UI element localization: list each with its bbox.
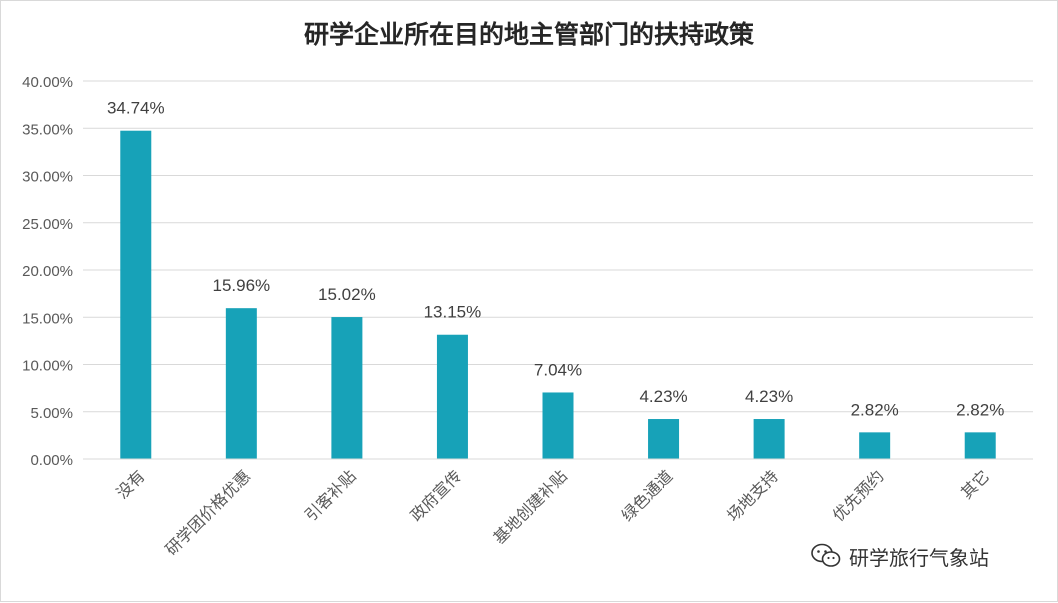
wechat-icon [811,543,841,567]
y-tick-label: 0.00% [30,452,73,469]
y-tick-label: 30.00% [22,169,73,186]
category-label: 没有 [113,466,149,502]
bar [120,130,152,459]
y-tick-label: 35.00% [22,121,73,138]
data-label: 34.74% [107,99,165,118]
bar [648,419,680,459]
watermark: 研学旅行气象站 [811,541,989,571]
category-label: 研学团价格优惠 [162,466,255,559]
y-tick-label: 40.00% [22,74,73,91]
bar [436,334,468,459]
bar [753,419,785,459]
data-label: 7.04% [534,360,582,379]
y-tick-label: 10.00% [22,358,73,375]
bar [859,432,891,459]
data-label: 15.96% [212,276,270,295]
data-label: 4.23% [639,387,687,406]
watermark-text: 研学旅行气象站 [849,545,989,570]
y-tick-label: 20.00% [22,263,73,280]
data-label: 2.82% [956,400,1004,419]
bar [331,317,363,459]
category-label: 基地创建补贴 [490,466,571,547]
category-label: 绿色通道 [618,466,677,525]
data-label: 15.02% [318,285,376,304]
y-tick-label: 15.00% [22,310,73,327]
category-label: 其它 [957,466,993,502]
data-label: 4.23% [745,387,793,406]
chart-title: 研学企业所在目的地主管部门的扶持政策 [303,20,754,49]
bar [964,432,996,459]
data-label: 2.82% [851,400,899,419]
bar [225,308,257,459]
y-tick-label: 5.00% [30,405,73,422]
bar [542,392,574,459]
category-label: 场地支持 [723,466,782,525]
category-label: 政府宣传 [407,466,466,525]
category-label: 引客补贴 [301,466,360,525]
y-tick-label: 25.00% [22,216,73,233]
category-label: 优先预约 [829,466,888,525]
data-label: 13.15% [424,303,482,322]
